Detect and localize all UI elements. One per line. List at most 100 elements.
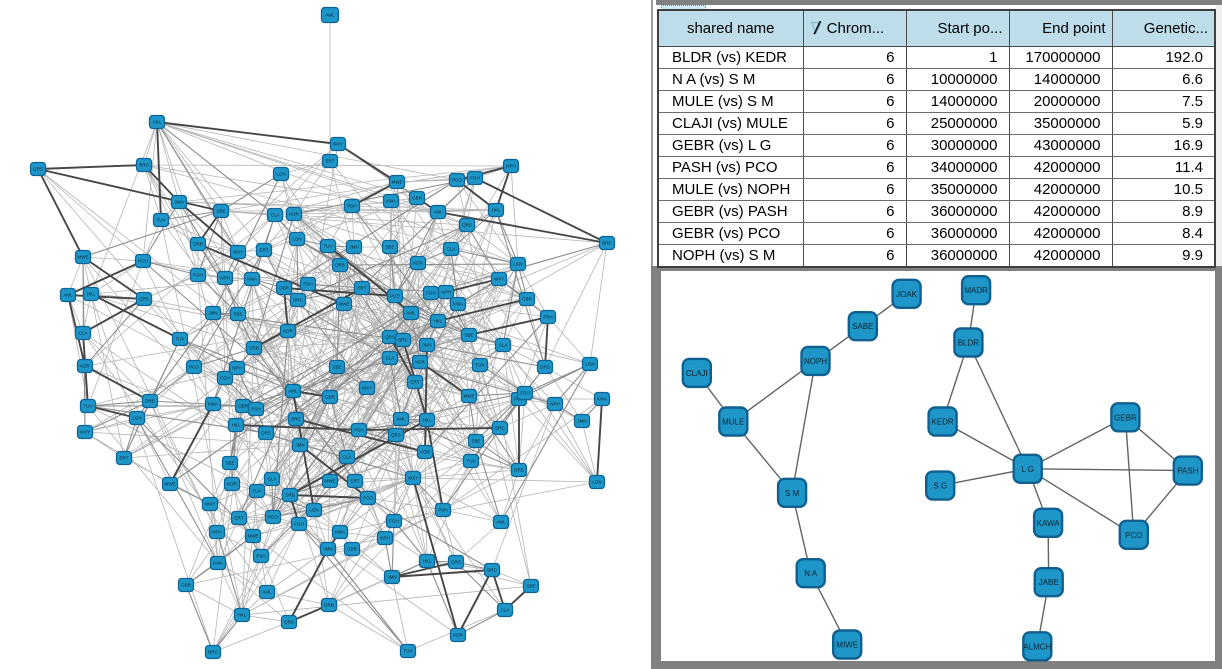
svg-text:NPH: NPH — [550, 402, 560, 407]
svg-text:AML: AML — [262, 590, 272, 595]
svg-text:PSH: PSH — [354, 428, 363, 433]
svg-text:JMN: JMN — [422, 343, 431, 348]
svg-text:PSH: PSH — [347, 204, 356, 209]
svg-text:KWA: KWA — [208, 402, 218, 407]
svg-text:AML: AML — [288, 389, 298, 394]
svg-text:GBR: GBR — [181, 583, 192, 588]
svg-text:LGN: LGN — [585, 362, 594, 367]
svg-text:KWA: KWA — [335, 530, 345, 535]
svg-text:FGH: FGH — [294, 522, 304, 527]
svg-text:BRC: BRC — [487, 568, 497, 573]
svg-text:HKL: HKL — [232, 423, 241, 428]
svg-text:TUV: TUV — [467, 459, 476, 464]
svg-text:FGH: FGH — [193, 273, 203, 278]
svg-text:DRB: DRB — [540, 365, 550, 370]
svg-text:NPH: NPH — [506, 164, 516, 169]
svg-text:HKL: HKL — [87, 292, 96, 297]
svg-text:GBR: GBR — [279, 286, 290, 291]
svg-text:FGH: FGH — [220, 376, 230, 381]
svg-text:TUV: TUV — [404, 649, 413, 654]
svg-text:LGN: LGN — [592, 480, 601, 485]
svg-text:JMN: JMN — [349, 245, 358, 250]
svg-text:MWE: MWE — [165, 482, 176, 487]
svg-text:CLA: CLA — [386, 356, 395, 361]
svg-text:GBR: GBR — [325, 395, 336, 400]
svg-text:HKL: HKL — [423, 559, 432, 564]
svg-text:BRC: BRC — [293, 298, 303, 303]
svg-text:KWA: KWA — [453, 302, 463, 307]
svg-text:BRC: BRC — [208, 650, 218, 655]
svg-text:QRS: QRS — [284, 620, 294, 625]
svg-text:PSH: PSH — [543, 315, 552, 320]
svg-text:QRS: QRS — [33, 167, 43, 172]
svg-text:QRS: QRS — [462, 223, 472, 228]
svg-text:MWE: MWE — [78, 255, 89, 260]
svg-text:TUV: TUV — [84, 404, 93, 409]
svg-text:CLA: CLA — [343, 455, 352, 460]
svg-text:NPH: NPH — [441, 290, 451, 295]
svg-text:DRB: DRB — [514, 468, 524, 473]
svg-text:HKL: HKL — [423, 418, 432, 423]
svg-text:ERT: ERT — [326, 159, 335, 164]
svg-text:LGN: LGN — [276, 172, 285, 177]
svg-text:WXY: WXY — [494, 277, 504, 282]
svg-text:BRC: BRC — [291, 417, 301, 422]
svg-text:KWA: KWA — [386, 199, 396, 204]
svg-text:CLA: CLA — [271, 213, 280, 218]
svg-text:LGN: LGN — [132, 416, 141, 421]
svg-text:ERT: ERT — [351, 479, 360, 484]
svg-text:ERT: ERT — [411, 380, 420, 385]
svg-text:CLA: CLA — [79, 331, 88, 336]
svg-text:SBE: SBE — [471, 439, 480, 444]
svg-text:HKL: HKL — [153, 120, 162, 125]
svg-text:JMN: JMN — [387, 575, 396, 580]
svg-text:JMN: JMN — [174, 200, 183, 205]
svg-text:GBR: GBR — [412, 196, 423, 201]
svg-text:WXY: WXY — [362, 386, 372, 391]
svg-text:MWE: MWE — [339, 302, 350, 307]
svg-text:NPH: NPH — [212, 530, 222, 535]
svg-text:CLA: CLA — [268, 477, 277, 482]
svg-text:SBE: SBE — [464, 333, 473, 338]
svg-text:PCO: PCO — [390, 294, 400, 299]
svg-text:DRB: DRB — [324, 603, 334, 608]
svg-text:GBR: GBR — [238, 404, 249, 409]
svg-text:KWA: KWA — [247, 277, 257, 282]
svg-text:NPH: NPH — [220, 276, 230, 281]
svg-text:PCO: PCO — [189, 365, 199, 370]
svg-text:ERT: ERT — [358, 286, 367, 291]
svg-text:NPH: NPH — [232, 366, 242, 371]
svg-text:TUV: TUV — [476, 363, 485, 368]
svg-text:PCO: PCO — [452, 178, 462, 183]
svg-text:SBE: SBE — [225, 461, 234, 466]
svg-text:FGH: FGH — [426, 291, 436, 296]
svg-text:SBE: SBE — [526, 584, 535, 589]
svg-text:KDR: KDR — [289, 212, 299, 217]
svg-text:AML: AML — [433, 210, 443, 215]
svg-text:MWE: MWE — [248, 534, 259, 539]
svg-text:AML: AML — [406, 311, 416, 316]
svg-text:QRS: QRS — [139, 297, 149, 302]
svg-text:TUV: TUV — [324, 244, 333, 249]
svg-text:CLA: CLA — [501, 608, 510, 613]
svg-text:PSH: PSH — [438, 508, 447, 513]
svg-text:JMN: JMN — [323, 547, 332, 552]
svg-text:KWA: KWA — [213, 561, 223, 566]
svg-text:SBE: SBE — [216, 209, 225, 214]
svg-text:KWA: KWA — [597, 397, 607, 402]
svg-text:TUV: TUV — [176, 337, 185, 342]
svg-text:AML: AML — [63, 293, 73, 298]
svg-text:QRS: QRS — [391, 433, 401, 438]
svg-text:BRC: BRC — [495, 426, 505, 431]
svg-text:JMN: JMN — [208, 311, 217, 316]
svg-text:ERT: ERT — [120, 456, 129, 461]
svg-text:CLA: CLA — [447, 247, 456, 252]
svg-text:TUV: TUV — [253, 489, 262, 494]
svg-text:KDR: KDR — [420, 450, 430, 455]
svg-text:WXY: WXY — [333, 142, 343, 147]
svg-text:BRC: BRC — [139, 163, 149, 168]
svg-text:PCO: PCO — [363, 496, 373, 501]
svg-text:AML: AML — [396, 417, 406, 422]
svg-text:LGN: LGN — [309, 508, 318, 513]
svg-text:FGH: FGH — [520, 391, 530, 396]
